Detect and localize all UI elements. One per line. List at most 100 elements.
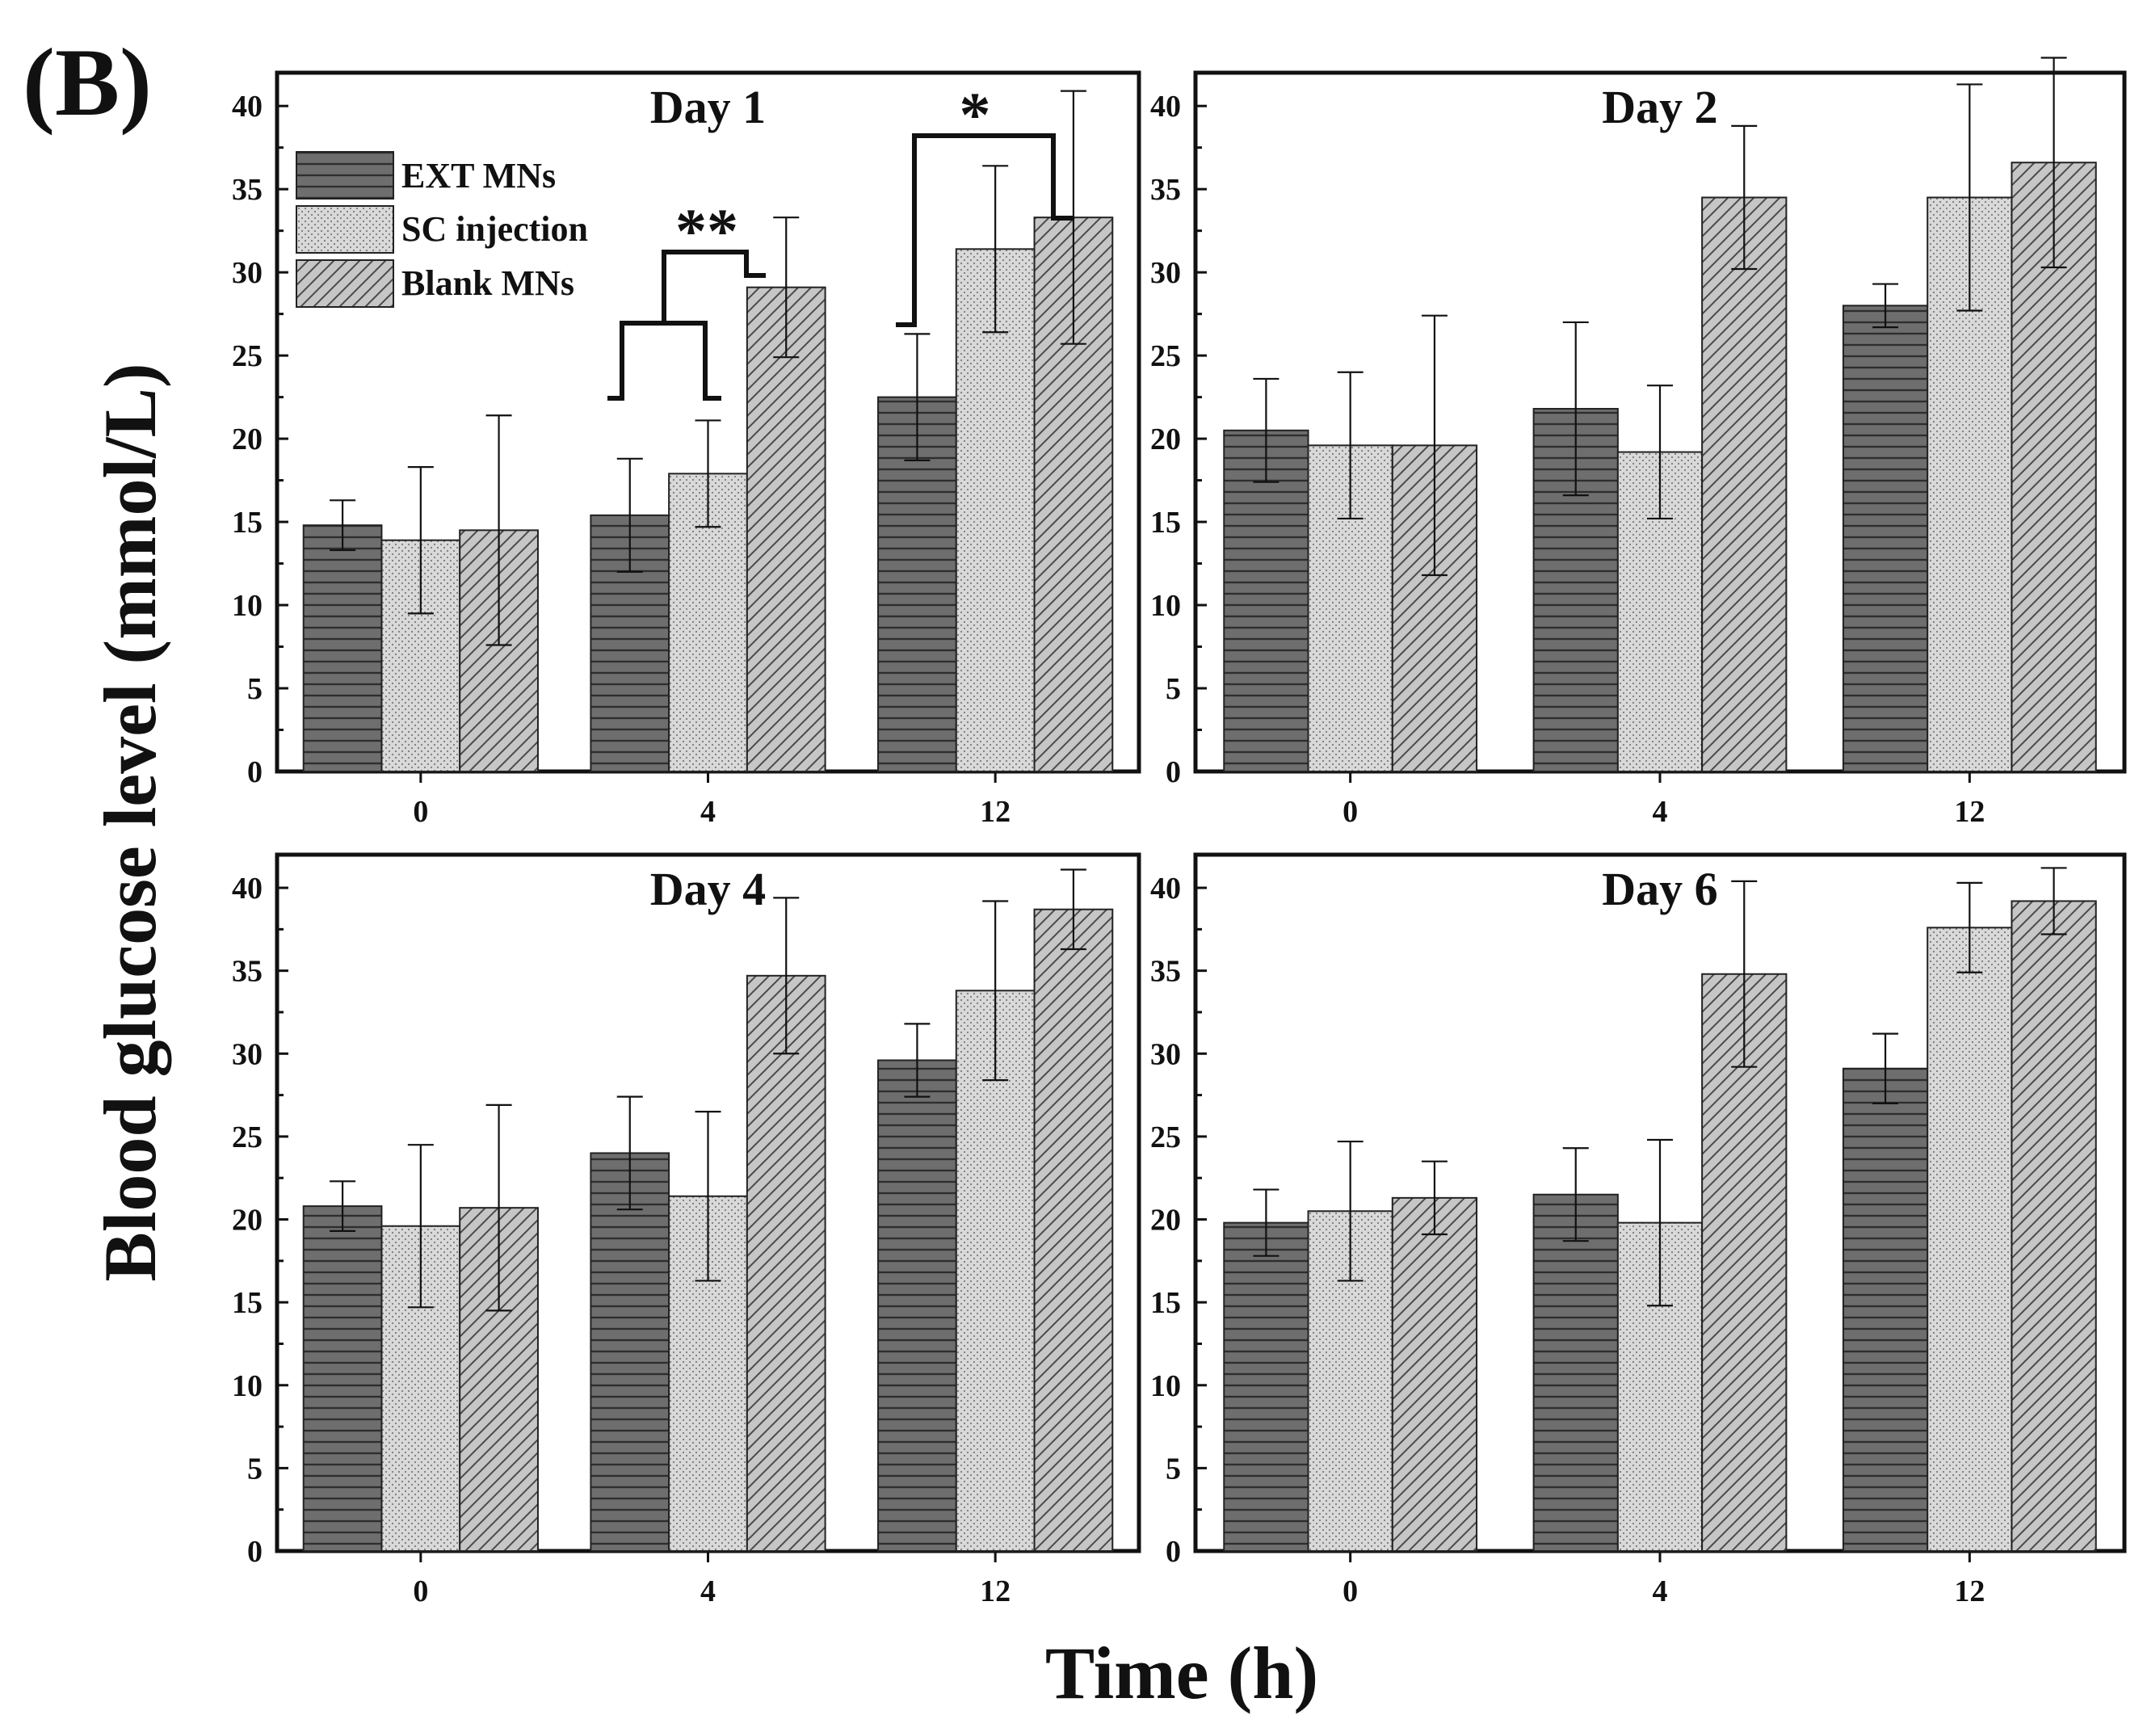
error-bar-p4-blank-0h <box>1421 1160 1448 1236</box>
bar-p4-blank-0h <box>1391 1196 1478 1553</box>
panel-title-p3: Day 4 <box>650 863 766 915</box>
panel-day-4: Day 4 0 5 10 15 20 25 30 35 40 0 4 12 <box>232 852 1141 1608</box>
error-bar-p4-sc-4h <box>1647 1138 1673 1307</box>
bar-p4-sc-12h <box>1927 927 2013 1553</box>
y-tick-label-p3-5: 5 <box>247 1452 263 1486</box>
y-tick-label-p3-10: 10 <box>232 1369 263 1403</box>
error-bar-p1-sc-12h <box>982 165 1009 334</box>
legend-label-blank: Blank MNs <box>401 263 574 303</box>
error-bar-p3-ext-0h <box>330 1180 356 1232</box>
error-bar-p3-ext-12h <box>904 1023 931 1098</box>
legend-swatch-sc <box>296 205 394 254</box>
bar-p4-ext-4h <box>1532 1193 1619 1552</box>
x-tick-label-p4-0: 0 <box>1343 1574 1358 1608</box>
y-tick-label-p1-35: 35 <box>232 173 263 207</box>
y-tick-label-p1-30: 30 <box>232 256 263 290</box>
error-bar-p3-sc-0h <box>407 1144 434 1309</box>
panel-title-p1: Day 1 <box>650 81 766 133</box>
legend-item-blank: Blank MNs <box>296 259 574 308</box>
error-bar-p2-sc-12h <box>1956 83 1983 312</box>
y-tick-label-p2-5: 5 <box>1166 672 1181 706</box>
bar-p4-blank-12h <box>2011 900 2097 1552</box>
x-axis-title: Time (h) <box>1045 1632 1318 1714</box>
y-tick-label-p1-5: 5 <box>247 672 263 706</box>
x-tick-label-p3-12: 12 <box>980 1574 1011 1608</box>
y-tick-label-p1-40: 40 <box>232 90 263 124</box>
bar-p3-ext-12h <box>877 1059 957 1552</box>
y-axis-title: Blood glucose level (mmol/L) <box>89 363 171 1281</box>
y-tick-label-p2-0: 0 <box>1166 755 1181 789</box>
x-tick-label-p2-4: 4 <box>1653 795 1668 829</box>
y-tick-label-p4-25: 25 <box>1150 1120 1181 1154</box>
bar-p2-ext-12h <box>1842 305 1929 773</box>
error-bar-p1-blank-12h <box>1060 90 1086 345</box>
y-tick-label-p2-10: 10 <box>1150 589 1181 623</box>
significance-annotations: ** * <box>607 79 1073 401</box>
error-bar-p2-blank-4h <box>1731 124 1758 271</box>
x-tick-label-p1-4: 4 <box>700 795 716 829</box>
y-tick-label-p2-15: 15 <box>1150 506 1181 540</box>
y-tick-label-p3-25: 25 <box>232 1120 263 1154</box>
y-tick-label-p4-30: 30 <box>1150 1037 1181 1071</box>
y-tick-label-p4-5: 5 <box>1166 1452 1181 1486</box>
error-bar-p3-blank-0h <box>485 1103 512 1312</box>
legend-item-ext: EXT MNs <box>296 151 556 200</box>
legend-item-sc: SC injection <box>296 205 588 254</box>
y-tick-label-p3-30: 30 <box>232 1037 263 1071</box>
panel-day-1: Day 1 0 5 10 15 20 25 30 35 40 0 4 12 <box>232 70 1141 829</box>
y-tick-label-p3-35: 35 <box>232 955 263 989</box>
panel-day-2: Day 2 0 5 10 15 20 25 30 35 40 0 4 12 <box>1150 57 2127 829</box>
y-tick-label-p1-10: 10 <box>232 589 263 623</box>
legend-swatch-blank <box>296 259 394 308</box>
bar-p2-ext-0h <box>1223 429 1309 772</box>
x-tick-label-p4-4: 4 <box>1653 1574 1668 1608</box>
bar-p2-blank-4h <box>1701 196 1788 772</box>
error-bar-p4-sc-12h <box>1956 881 1983 973</box>
error-bar-p1-ext-4h <box>616 457 643 573</box>
error-bar-p1-ext-0h <box>330 499 356 552</box>
y-tick-label-p3-0: 0 <box>247 1535 263 1569</box>
error-bar-p2-sc-0h <box>1337 371 1364 520</box>
x-tick-label-p4-12: 12 <box>1954 1574 1985 1608</box>
y-tick-label-p3-20: 20 <box>232 1204 263 1238</box>
sig-star-12h: * <box>960 79 991 149</box>
x-tick-label-p3-4: 4 <box>700 1574 716 1608</box>
x-tick-label-p3-0: 0 <box>413 1574 428 1608</box>
error-bar-p4-blank-4h <box>1731 880 1758 1068</box>
error-bar-p2-ext-12h <box>1872 283 1899 329</box>
sig-star-4h: ** <box>675 195 738 266</box>
error-bar-p3-blank-12h <box>1060 868 1086 951</box>
legend-label-sc: SC injection <box>401 209 588 249</box>
sig-bracket-12h <box>896 133 1073 327</box>
y-tick-label-p4-35: 35 <box>1150 955 1181 989</box>
bar-p1-sc-12h <box>955 248 1036 772</box>
y-tick-label-p1-25: 25 <box>232 339 263 373</box>
error-bar-p4-sc-0h <box>1337 1140 1364 1282</box>
error-bar-p3-sc-4h <box>695 1111 721 1282</box>
y-tick-label-p4-20: 20 <box>1150 1204 1181 1238</box>
error-bar-p3-ext-4h <box>616 1095 643 1211</box>
bar-p3-ext-4h <box>590 1152 670 1553</box>
sig-bracket-ext-sc-4h <box>607 321 721 401</box>
y-tick-label-p1-0: 0 <box>247 755 263 789</box>
bar-p1-ext-0h <box>302 524 383 772</box>
y-tick-label-p2-25: 25 <box>1150 339 1181 373</box>
y-tick-label-p2-35: 35 <box>1150 173 1181 207</box>
error-bar-p1-sc-0h <box>407 466 434 615</box>
bar-p3-sc-12h <box>955 990 1036 1553</box>
bar-p3-blank-12h <box>1033 908 1114 1552</box>
error-bar-p4-blank-12h <box>2040 867 2067 935</box>
y-tick-label-p1-15: 15 <box>232 506 263 540</box>
legend-label-ext: EXT MNs <box>401 156 556 195</box>
legend-swatch-ext <box>296 151 394 200</box>
panel-day-6: Day 6 0 5 10 15 20 25 30 35 40 0 4 12 <box>1150 852 2127 1608</box>
panel-title-p2: Day 2 <box>1602 81 1717 133</box>
panel-title-p4: Day 6 <box>1602 863 1717 915</box>
x-tick-label-p1-0: 0 <box>413 795 428 829</box>
bar-p3-ext-0h <box>302 1205 383 1552</box>
error-bar-p1-ext-12h <box>904 333 931 461</box>
error-bar-p1-sc-4h <box>695 419 721 528</box>
error-bar-p2-ext-4h <box>1562 321 1589 497</box>
error-bar-p3-sc-12h <box>982 900 1009 1082</box>
